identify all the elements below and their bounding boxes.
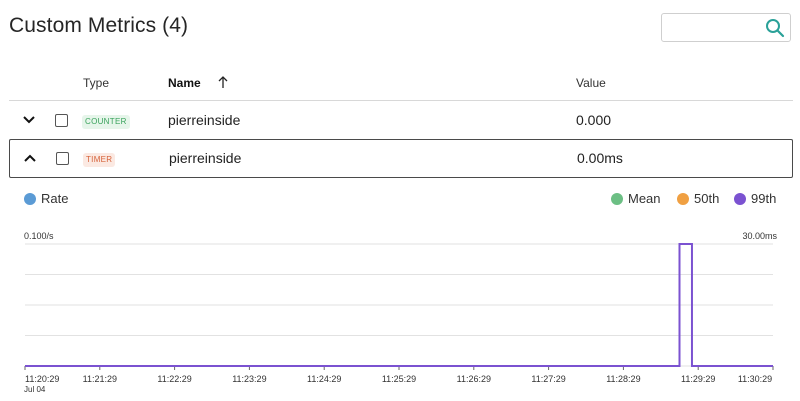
legend-99th[interactable]: 99th bbox=[734, 191, 776, 206]
column-header-value[interactable]: Value bbox=[576, 76, 606, 90]
column-header-type[interactable]: Type bbox=[83, 76, 110, 90]
metric-name: pierreinside bbox=[168, 112, 241, 128]
legend-label: Rate bbox=[41, 191, 69, 206]
legend-label: Mean bbox=[628, 191, 661, 206]
sort-ascending-icon[interactable] bbox=[217, 75, 229, 89]
search-icon[interactable] bbox=[765, 18, 785, 38]
search-input[interactable] bbox=[666, 17, 768, 40]
x-axis-tick-label: 11:29:29 bbox=[681, 374, 715, 384]
column-header-name[interactable]: Name bbox=[168, 76, 201, 90]
x-axis-date-label: Jul 04 bbox=[24, 385, 46, 394]
metric-value: 0.00ms bbox=[577, 150, 623, 166]
x-axis-tick-label: 11:25:29 bbox=[382, 374, 416, 384]
x-axis-tick-label: 11:23:29 bbox=[232, 374, 266, 384]
legend-dot-99th bbox=[734, 192, 746, 205]
x-axis-tick-label: 11:21:29 bbox=[83, 374, 117, 384]
y-axis-right-max-label: 30.00ms bbox=[742, 231, 777, 241]
legend-mean[interactable]: Mean bbox=[611, 191, 661, 206]
x-axis-tick-label: 11:28:29 bbox=[606, 374, 640, 384]
x-axis-tick-label: 11:20:29 bbox=[25, 374, 59, 384]
search-box[interactable] bbox=[661, 13, 791, 42]
x-axis-tick-label: 11:30:29 bbox=[738, 374, 772, 384]
legend-dot-50th bbox=[677, 192, 689, 205]
row-checkbox[interactable] bbox=[56, 152, 69, 165]
row-checkbox[interactable] bbox=[55, 114, 68, 127]
header-divider bbox=[9, 100, 793, 101]
metric-value: 0.000 bbox=[576, 112, 612, 128]
type-badge: COUNTER bbox=[82, 115, 130, 129]
metric-name: pierreinside bbox=[169, 150, 242, 166]
series-line-99th bbox=[25, 243, 773, 367]
x-axis-tick-label: 11:26:29 bbox=[457, 374, 491, 384]
chevron-up-icon[interactable] bbox=[23, 152, 37, 164]
legend-label: 99th bbox=[751, 191, 777, 206]
x-axis-tick-label: 11:24:29 bbox=[307, 374, 341, 384]
type-badge: TIMER bbox=[83, 153, 116, 167]
legend-rate[interactable]: Rate bbox=[24, 191, 68, 206]
x-axis-tick-label: 11:22:29 bbox=[157, 374, 191, 384]
legend-dot-rate bbox=[24, 192, 36, 205]
table-row-expanded[interactable]: TIMER pierreinside 0.00ms bbox=[9, 139, 793, 178]
legend-50th[interactable]: 50th bbox=[677, 191, 719, 206]
y-axis-left-max-label: 0.100/s bbox=[24, 231, 54, 241]
legend-label: 50th bbox=[694, 191, 720, 206]
page-title: Custom Metrics (4) bbox=[9, 14, 189, 37]
chevron-down-icon[interactable] bbox=[22, 114, 36, 126]
x-axis-tick-label: 11:27:29 bbox=[531, 374, 565, 384]
legend-dot-mean bbox=[611, 192, 623, 205]
